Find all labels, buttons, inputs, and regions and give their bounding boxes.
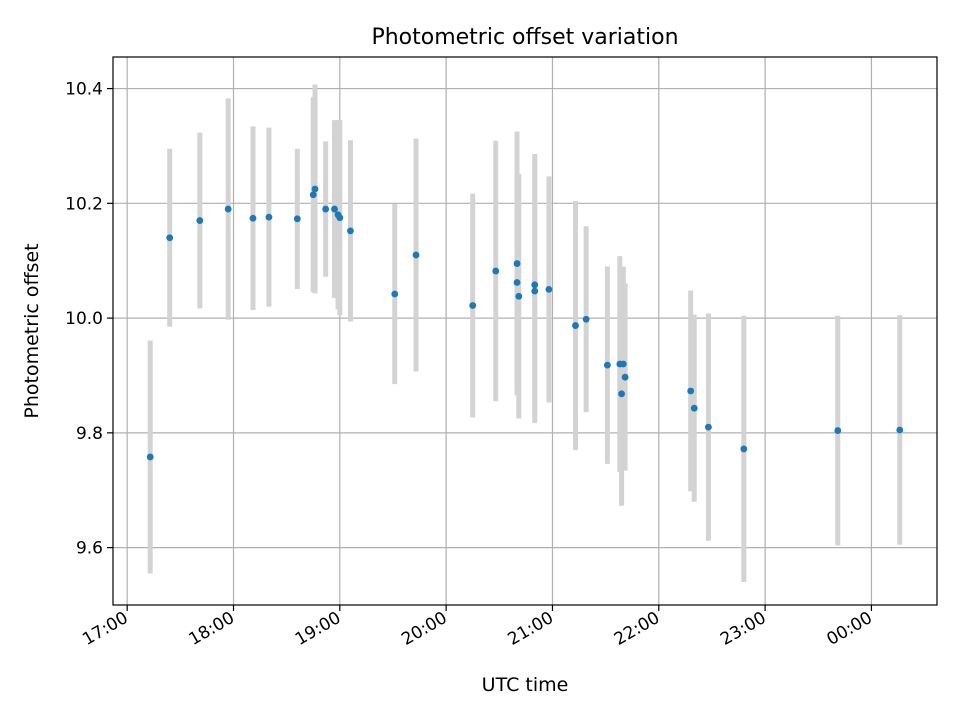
error-bars	[147, 84, 903, 583]
data-point	[391, 290, 399, 298]
data-point	[618, 390, 625, 398]
data-point	[249, 214, 257, 222]
y-tick-label: 10.4	[65, 80, 103, 100]
chart-title: Photometric offset variation	[371, 25, 678, 50]
data-point	[412, 251, 420, 259]
data-point	[224, 205, 232, 213]
data-point	[469, 302, 477, 309]
data-point	[687, 387, 695, 395]
y-axis-label: Photometric offset	[21, 243, 43, 418]
x-tick-label: 19:00	[292, 608, 344, 650]
data-point	[331, 205, 338, 213]
grid	[113, 57, 937, 605]
data-point	[311, 185, 319, 193]
x-axis-label: UTC time	[482, 674, 569, 696]
y-tick-label: 10.0	[65, 309, 103, 329]
data-point	[336, 214, 344, 222]
x-tick-label: 17:00	[79, 608, 131, 650]
y-tick-label: 9.6	[76, 539, 103, 559]
data-point	[531, 287, 539, 295]
data-point	[166, 234, 174, 242]
data-point	[265, 213, 273, 221]
data-point	[619, 360, 627, 368]
x-tick-label: 20:00	[398, 608, 450, 650]
y-tick-label: 10.2	[65, 194, 103, 214]
data-point	[896, 426, 904, 434]
data-point	[196, 217, 204, 224]
data-point	[740, 445, 748, 453]
data-point	[705, 423, 712, 431]
y-axis-ticks: 9.6 9.8 10.0 10.2 10.4	[65, 80, 113, 559]
data-point	[513, 279, 521, 286]
data-point	[146, 453, 154, 461]
y-tick-label: 9.8	[76, 424, 103, 444]
data-point	[322, 205, 330, 213]
data-point	[582, 315, 590, 323]
plot-frame	[112, 56, 938, 606]
data-point	[572, 322, 579, 329]
data-point	[513, 260, 521, 267]
data-point	[531, 281, 539, 289]
x-tick-label: 21:00	[505, 608, 557, 650]
x-tick-label: 00:00	[823, 608, 875, 650]
data-point	[545, 285, 553, 293]
x-tick-label: 18:00	[186, 608, 238, 650]
x-tick-label: 23:00	[717, 608, 769, 650]
data-point	[690, 404, 698, 412]
data-point	[834, 427, 842, 434]
data-point	[492, 267, 500, 275]
data-point	[347, 227, 354, 235]
data-point	[621, 373, 629, 381]
data-point	[604, 361, 611, 369]
x-axis-ticks: 17:00 18:00 19:00 20:00 21:00 22:00 23:00 00:00	[79, 605, 876, 650]
data-point	[515, 292, 523, 300]
data-point	[293, 215, 301, 223]
data-point	[309, 191, 317, 199]
x-tick-label: 22:00	[611, 608, 663, 650]
data-points	[146, 185, 904, 461]
